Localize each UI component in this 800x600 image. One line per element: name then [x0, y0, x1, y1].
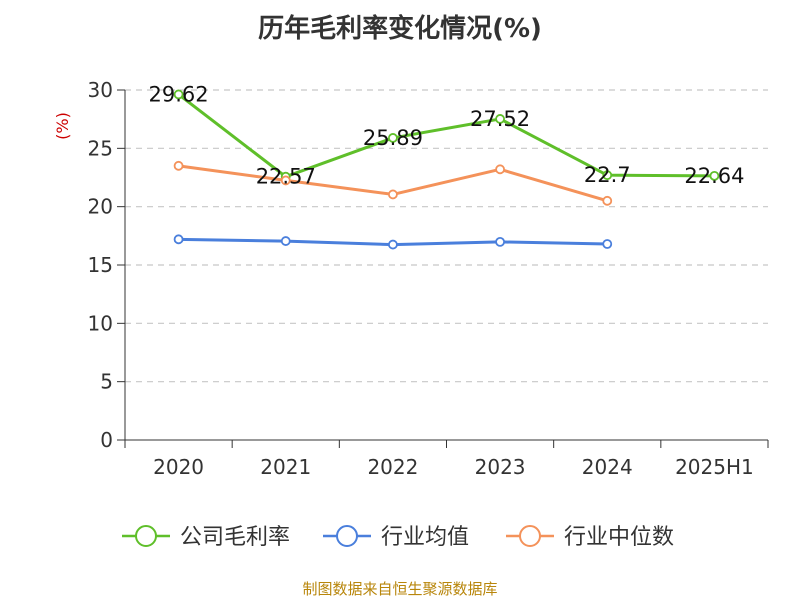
- y-axis-label: (%): [53, 112, 72, 140]
- data-label: 22.57: [256, 165, 316, 189]
- data-label: 25.89: [363, 126, 423, 150]
- y-tick-label: 10: [88, 311, 113, 335]
- legend-marker-icon: [135, 525, 157, 547]
- legend: 公司毛利率 行业均值 行业中位数: [122, 525, 674, 550]
- y-tick-label: 0: [100, 428, 113, 452]
- data-point: [602, 239, 613, 249]
- data-point: [709, 170, 720, 181]
- x-tick-label: 2024: [582, 455, 633, 479]
- data-label: 27.52: [470, 107, 530, 131]
- data-point: [173, 234, 184, 245]
- data-point: [388, 189, 398, 200]
- legend-item[interactable]: 行业均值: [323, 525, 469, 550]
- chart-title: 历年毛利率变化情况(%): [258, 14, 542, 44]
- y-tick-label: 25: [88, 136, 113, 160]
- x-tick-label: 2022: [367, 455, 418, 479]
- legend-marker-icon: [336, 525, 358, 547]
- data-point: [602, 170, 613, 181]
- legend-label: 公司毛利率: [180, 525, 290, 550]
- legend-label: 行业均值: [381, 525, 469, 550]
- x-tick-label: 2021: [260, 455, 311, 479]
- data-labels: 29.62 22.57 25.89 27.52 22.7 22.64: [149, 82, 745, 188]
- y-tick-label: 20: [88, 195, 113, 219]
- data-label: 29.62: [149, 82, 209, 106]
- legend-marker-icon: [519, 525, 541, 547]
- grid-lines: [125, 89, 768, 383]
- legend-item[interactable]: 行业中位数: [506, 525, 674, 550]
- data-point: [495, 114, 505, 124]
- data-point: [495, 164, 505, 175]
- data-point: [388, 133, 398, 143]
- y-tick-label: 5: [100, 370, 113, 394]
- x-tick-label: 2023: [475, 455, 526, 479]
- y-tick-label: 30: [88, 78, 113, 102]
- data-point: [602, 195, 613, 206]
- data-point: [280, 175, 291, 186]
- series-line: [177, 93, 715, 179]
- data-point: [173, 160, 184, 171]
- data-point: [280, 236, 291, 246]
- data-point: [388, 239, 398, 250]
- data-label: 22.64: [684, 164, 744, 188]
- data-point: [495, 236, 505, 247]
- y-tick-label: 15: [88, 253, 113, 277]
- series-lines: [173, 89, 720, 250]
- axes: 0 5 10 15 20 25 30 2020 2021 2022 2023 2024 2025H1 (%…: [53, 78, 769, 479]
- legend-item[interactable]: 公司毛利率: [122, 525, 290, 550]
- legend-label: 行业中位数: [564, 525, 674, 550]
- x-tick-label: 2025H1: [675, 455, 754, 479]
- data-label: 22.7: [584, 163, 631, 187]
- data-source-note: 制图数据来自恒生聚源数据库: [302, 580, 498, 598]
- data-point: [173, 89, 184, 100]
- x-tick-label: 2020: [153, 455, 204, 479]
